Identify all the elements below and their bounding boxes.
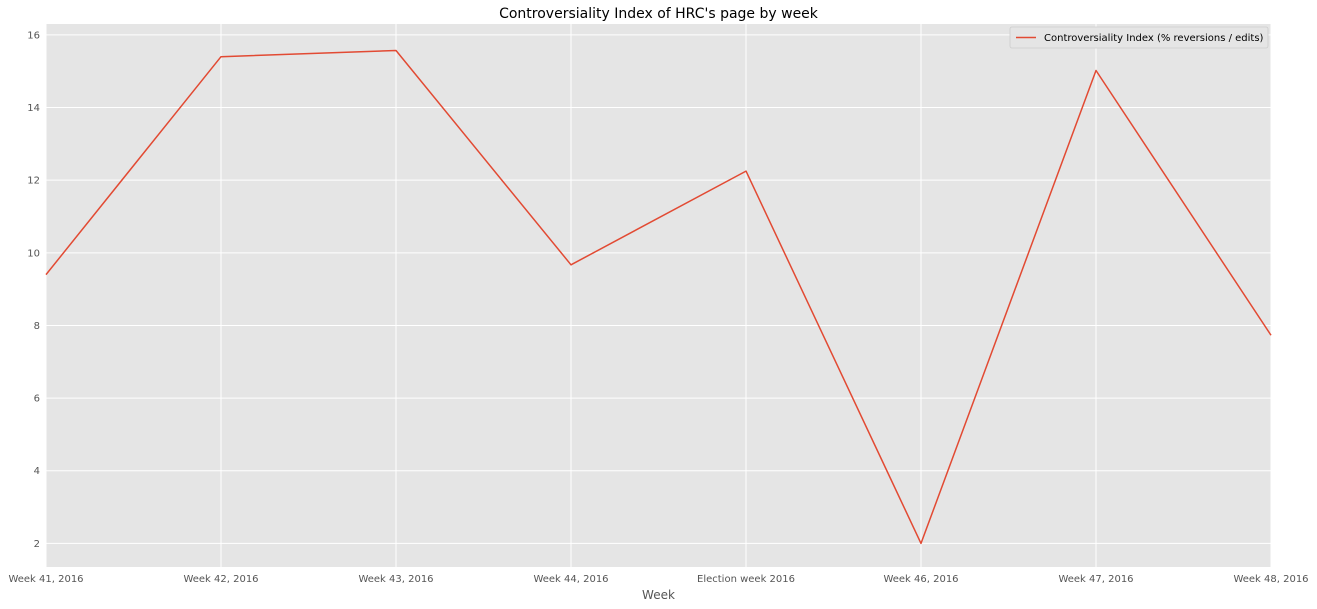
- x-tick-label: Week 48, 2016: [1233, 574, 1308, 585]
- y-tick-label: 2: [34, 539, 40, 550]
- y-tick-label: 10: [27, 248, 40, 259]
- y-axis-ticks: 2 4 6 8 10 12 14 16: [27, 30, 40, 549]
- y-tick-label: 16: [27, 30, 40, 41]
- y-tick-label: 6: [34, 394, 40, 405]
- series-group: [45, 49, 1272, 545]
- series-line: [45, 49, 1272, 545]
- x-tick-label: Week 41, 2016: [8, 574, 83, 585]
- y-tick-label: 12: [27, 176, 40, 187]
- y-tick-label: 4: [34, 466, 40, 477]
- plot-area: [46, 24, 1271, 567]
- x-axis-label: Week: [642, 588, 675, 602]
- x-tick-label: Election week 2016: [697, 574, 795, 585]
- x-tick-label: Week 42, 2016: [183, 574, 258, 585]
- legend-box: [1009, 26, 1269, 49]
- gridlines: [45, 24, 1272, 567]
- x-tick-label: Week 44, 2016: [533, 574, 608, 585]
- x-axis-ticks: Week 41, 2016 Week 42, 2016 Week 43, 2016 W…: [8, 574, 1308, 585]
- y-tick-label: 14: [27, 103, 40, 114]
- x-tick-label: Week 46, 2016: [883, 574, 958, 585]
- chart-title: Controversiality Index of HRC's page by …: [499, 6, 819, 22]
- legend: Controversiality Index (% reversions / e…: [1009, 26, 1269, 49]
- legend-label: Controversiality Index (% reversions / e…: [1044, 33, 1264, 44]
- x-tick-label: Week 43, 2016: [358, 574, 433, 585]
- x-tick-label: Week 47, 2016: [1058, 574, 1133, 585]
- y-tick-label: 8: [34, 321, 40, 332]
